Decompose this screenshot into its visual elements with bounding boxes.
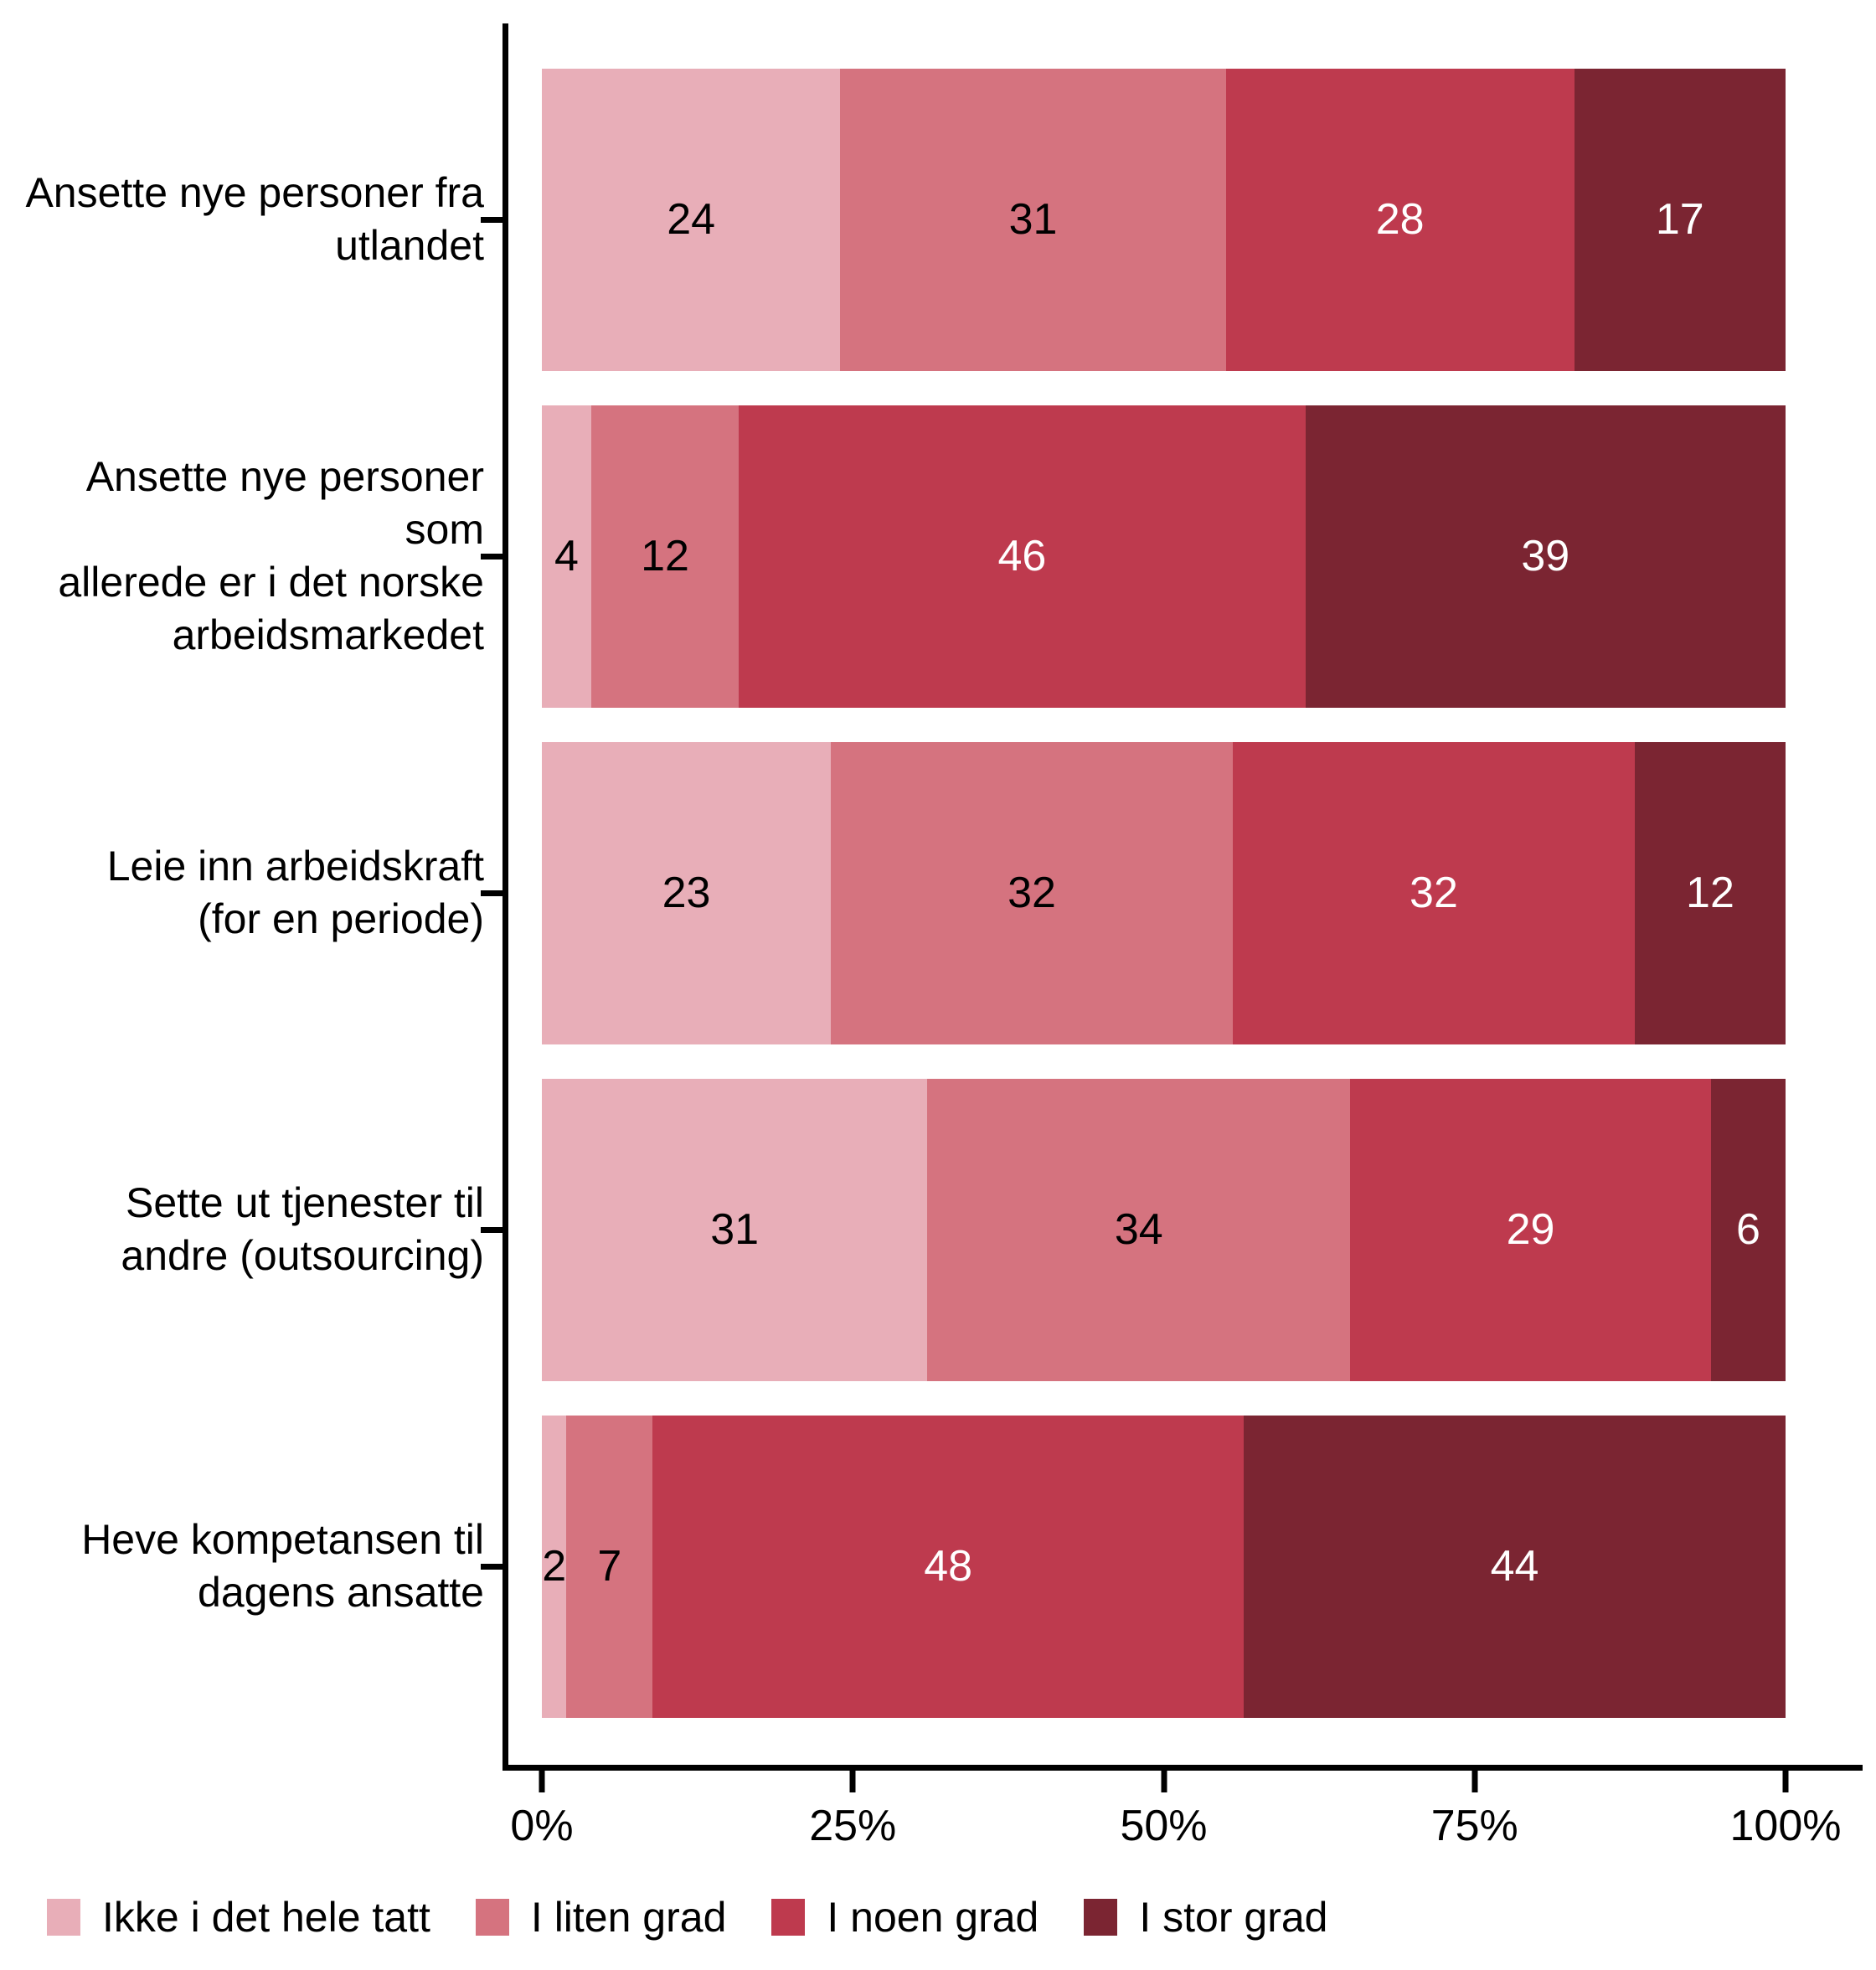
- bar-segment: 29: [1350, 1078, 1711, 1381]
- category-label: Sette ut tjenester til andre (outsourcing…: [0, 1061, 502, 1398]
- category-label-text: Leie inn arbeidskraft (for en periode): [106, 843, 484, 942]
- stacked-bar: 24 31 28 17: [542, 68, 1786, 371]
- x-axis: 0% 25% 50% 75% 100%: [508, 1771, 1863, 1868]
- category-label-text: Heve kompetansen til dagens ansatte: [81, 1516, 484, 1616]
- category-label: Ansette nye personer fra utlandet: [0, 51, 502, 388]
- y-axis-tick: [481, 1563, 502, 1570]
- x-axis-tick-label: 50%: [1120, 1802, 1208, 1850]
- bar-segment: 2: [542, 1415, 567, 1718]
- legend-item: I noen grad: [771, 1893, 1038, 1942]
- segment-value-label: 7: [597, 1542, 622, 1591]
- x-axis-tick: [1471, 1771, 1478, 1792]
- x-axis-tick: [1161, 1771, 1167, 1792]
- segment-value-label: 28: [1375, 195, 1425, 244]
- bar-segment: 32: [831, 741, 1233, 1044]
- bar-rows: 24 31 28 17 4 12 46 39 23 32 32 12 31 34 29 6 2 7 48 44: [542, 51, 1786, 1735]
- x-axis-tick: [1782, 1771, 1789, 1792]
- segment-value-label: 31: [1008, 195, 1058, 244]
- legend-swatch: [771, 1899, 806, 1936]
- bar-segment: 7: [566, 1415, 653, 1718]
- bar-segment: 28: [1225, 68, 1574, 371]
- segment-value-label: 39: [1521, 532, 1570, 580]
- legend-item: I stor grad: [1084, 1893, 1327, 1942]
- legend-label: I stor grad: [1139, 1894, 1328, 1941]
- bar-segment: 46: [739, 405, 1306, 708]
- legend-swatch: [1084, 1899, 1118, 1936]
- legend-label: Ikke i det hele tatt: [102, 1894, 430, 1941]
- segment-value-label: 31: [710, 1205, 760, 1254]
- stacked-bar: 31 34 29 6: [542, 1078, 1786, 1381]
- x-axis-tick-label: 25%: [809, 1802, 897, 1850]
- bar-segment: 31: [840, 68, 1226, 371]
- segment-value-label: 17: [1655, 195, 1704, 244]
- segment-value-label: 32: [1410, 869, 1458, 917]
- bar-segment: 24: [542, 68, 841, 371]
- bar-row: 4 12 46 39: [542, 388, 1786, 725]
- segment-value-label: 44: [1490, 1542, 1539, 1591]
- segment-value-label: 12: [1686, 869, 1734, 917]
- x-axis-tick-label: 0%: [510, 1802, 574, 1850]
- bar-row: 23 32 32 12: [542, 725, 1786, 1061]
- legend-swatch: [47, 1899, 80, 1936]
- segment-value-label: 32: [1008, 869, 1056, 917]
- segment-value-label: 24: [667, 195, 716, 244]
- segment-value-label: 29: [1506, 1205, 1555, 1254]
- legend: Ikke i det hele tatt I liten grad I noen g…: [47, 1893, 1876, 1942]
- segment-value-label: 46: [997, 532, 1047, 580]
- bar-segment: 6: [1710, 1078, 1786, 1381]
- x-axis-tick-label: 75%: [1430, 1802, 1518, 1850]
- y-axis-tick: [481, 890, 502, 896]
- stacked-bar: 2 7 48 44: [542, 1415, 1786, 1718]
- x-axis-tick-label: 100%: [1729, 1802, 1842, 1850]
- category-label: Heve kompetansen til dagens ansatte: [0, 1398, 502, 1735]
- bar-segment: 23: [542, 741, 831, 1044]
- category-label: Leie inn arbeidskraft (for en periode): [0, 725, 502, 1061]
- category-label: Ansette nye personer som allerede er i de…: [0, 388, 502, 725]
- bar-row: 2 7 48 44: [542, 1398, 1786, 1735]
- bar-segment: 39: [1305, 405, 1786, 708]
- segment-value-label: 4: [554, 532, 579, 580]
- bar-segment: 12: [1634, 741, 1786, 1044]
- bar-segment: 31: [542, 1078, 928, 1381]
- category-label-text: Ansette nye personer som allerede er i de…: [58, 453, 484, 658]
- x-axis-tick: [539, 1771, 545, 1792]
- legend-swatch: [475, 1899, 509, 1936]
- y-axis-tick: [481, 216, 502, 223]
- bar-segment: 34: [927, 1078, 1351, 1381]
- category-label-text: Ansette nye personer fra utlandet: [25, 169, 484, 269]
- segment-value-label: 2: [542, 1542, 567, 1591]
- bar-segment: 44: [1244, 1415, 1786, 1718]
- segment-value-label: 6: [1735, 1205, 1760, 1254]
- segment-value-label: 23: [662, 869, 711, 917]
- y-axis-tick: [481, 553, 502, 560]
- segment-value-label: 12: [641, 532, 689, 580]
- y-axis-tick: [481, 1226, 502, 1233]
- plot-main: Ansette nye personer fra utlandet Ansette …: [0, 23, 1863, 1771]
- plot-panel: 24 31 28 17 4 12 46 39 23 32 32 12 31 34 29 6 2 7 48 44: [481, 23, 1863, 1771]
- legend-item: I liten grad: [475, 1893, 727, 1942]
- stacked-bar: 23 32 32 12: [542, 741, 1786, 1044]
- category-label-text: Sette ut tjenester til andre (outsourcing…: [121, 1179, 484, 1279]
- legend-item: Ikke i det hele tatt: [47, 1893, 430, 1942]
- bar-segment: 17: [1574, 68, 1786, 371]
- segment-value-label: 34: [1114, 1205, 1163, 1254]
- y-axis-labels: Ansette nye personer fra utlandet Ansette …: [0, 23, 502, 1771]
- bar-segment: 48: [652, 1415, 1245, 1718]
- bar-row: 31 34 29 6: [542, 1061, 1786, 1398]
- bar-row: 24 31 28 17: [542, 51, 1786, 388]
- stacked-bar: 4 12 46 39: [542, 405, 1786, 708]
- bar-segment: 4: [542, 405, 591, 708]
- x-axis-tick: [849, 1771, 856, 1792]
- legend-label: I liten grad: [530, 1894, 727, 1941]
- bar-segment: 12: [590, 405, 740, 708]
- x-axis-track: 0% 25% 50% 75% 100%: [510, 1771, 1842, 1868]
- legend-label: I noen grad: [827, 1894, 1039, 1941]
- segment-value-label: 48: [924, 1542, 973, 1591]
- bar-segment: 32: [1232, 741, 1635, 1044]
